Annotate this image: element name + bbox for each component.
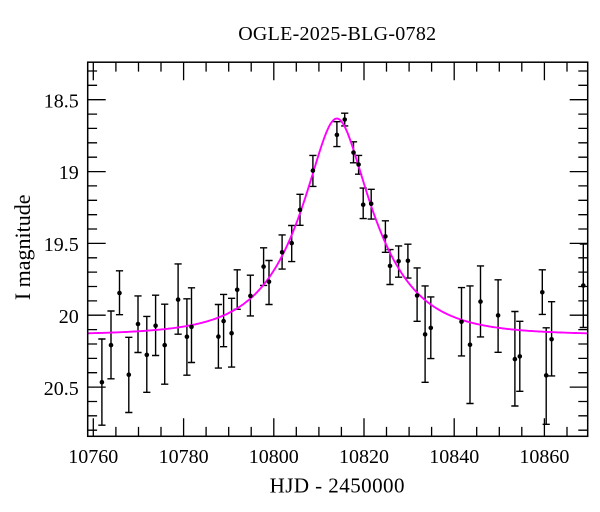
svg-text:10800: 10800	[249, 446, 299, 468]
svg-text:10760: 10760	[68, 446, 118, 468]
svg-text:10860: 10860	[519, 446, 569, 468]
svg-text:19.5: 19.5	[44, 234, 79, 256]
svg-text:10820: 10820	[339, 446, 389, 468]
svg-text:HJD - 2450000: HJD - 2450000	[270, 473, 405, 497]
svg-text:10780: 10780	[159, 446, 209, 468]
svg-text:20: 20	[59, 306, 79, 328]
svg-text:20.5: 20.5	[44, 378, 79, 400]
svg-text:10840: 10840	[429, 446, 479, 468]
svg-text:18.5: 18.5	[44, 90, 79, 112]
svg-text:I magnitude: I magnitude	[10, 194, 35, 300]
svg-text:OGLE-2025-BLG-0782: OGLE-2025-BLG-0782	[238, 23, 436, 45]
svg-text:19: 19	[59, 162, 79, 184]
